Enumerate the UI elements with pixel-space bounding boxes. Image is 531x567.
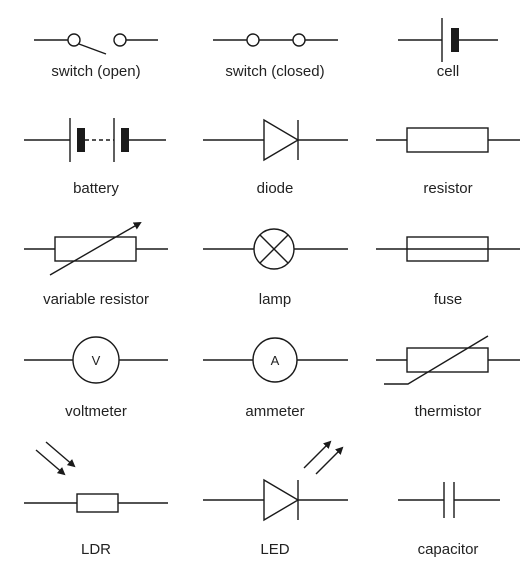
switch-closed-symbol (213, 33, 338, 47)
label-switch-closed: switch (closed) (225, 63, 325, 80)
label-ldr: LDR (80, 541, 111, 558)
variable-resistor-symbol (24, 221, 168, 276)
ammeter-symbol (203, 337, 348, 383)
label-battery: battery (73, 180, 119, 197)
label-capacitor: capacitor (417, 541, 479, 558)
lamp-symbol (203, 228, 348, 270)
label-led: LED (260, 541, 290, 558)
label-variable-resistor: variable resistor (43, 291, 149, 308)
diode-symbol (203, 118, 348, 162)
label-lamp: lamp (258, 291, 292, 308)
label-switch-open: switch (open) (51, 63, 141, 80)
label-ammeter: ammeter (245, 403, 305, 420)
cell-symbol (398, 18, 498, 62)
voltmeter-glyph: V (92, 353, 101, 368)
fuse-symbol (376, 236, 520, 262)
label-voltmeter: voltmeter (65, 403, 127, 420)
capacitor-symbol (398, 482, 500, 518)
led-symbol (203, 440, 348, 522)
label-resistor: resistor (423, 180, 473, 197)
ldr-symbol (24, 441, 168, 513)
ammeter-glyph: A (271, 353, 280, 368)
voltmeter-symbol (24, 336, 168, 384)
battery-symbol (24, 118, 166, 162)
label-diode: diode (256, 180, 294, 197)
label-cell: cell (436, 63, 460, 80)
thermistor-symbol (376, 335, 520, 385)
label-fuse: fuse (433, 291, 463, 308)
label-thermistor: thermistor (414, 403, 482, 420)
resistor-symbol (376, 127, 520, 153)
switch-open-symbol (34, 33, 158, 55)
